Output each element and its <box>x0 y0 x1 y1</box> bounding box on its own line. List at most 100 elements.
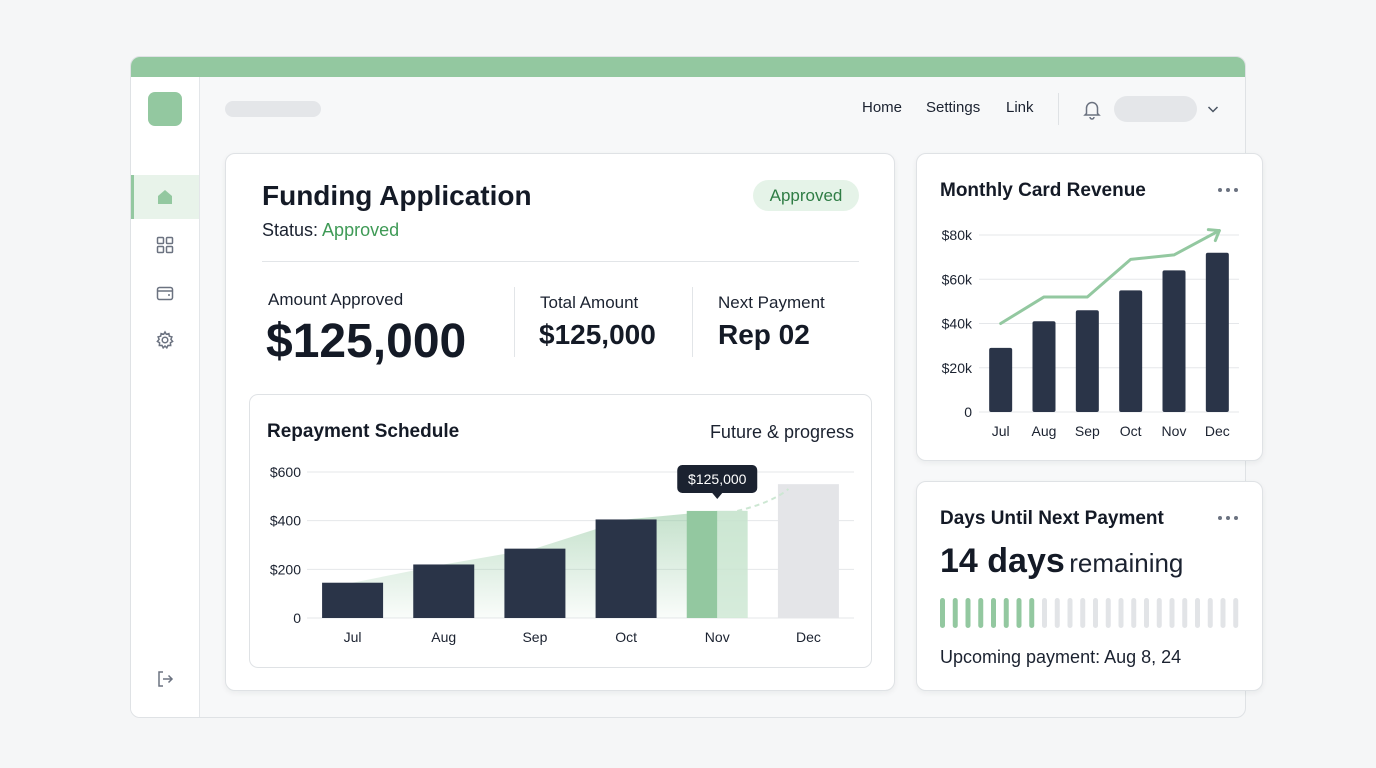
trend-line <box>999 229 1221 325</box>
next-payment-label: Next Payment <box>718 293 825 312</box>
days-count: 14 days <box>940 542 1065 580</box>
bar <box>717 510 748 618</box>
status-line: Status: Approved <box>262 220 399 241</box>
monthly-revenue-card: 0 $20k $40k $60k $80k Jul Aug Sep Oct Nov Dec Mont… <box>916 153 1263 461</box>
tooltip-box <box>677 465 758 493</box>
progress-tick <box>1182 598 1188 628</box>
tooltip-arrow <box>712 493 723 499</box>
header-divider <box>1058 93 1059 125</box>
progress-tick <box>1118 598 1124 628</box>
progress-tick <box>1220 598 1226 628</box>
repayment-subtitle: Future & progress <box>709 422 854 442</box>
progress-tick <box>965 598 971 628</box>
sidebar-item-home[interactable] <box>131 175 199 219</box>
gear-icon <box>156 330 174 350</box>
progress-tick <box>1144 598 1149 628</box>
x-tick-label: Aug <box>1032 423 1057 439</box>
sidebar-item-logout[interactable] <box>131 657 199 701</box>
progress-tick <box>1195 598 1200 628</box>
stat-divider <box>514 287 515 357</box>
x-tick-label: Aug <box>431 629 456 645</box>
progress-tick <box>1131 598 1137 628</box>
stat-divider <box>692 287 693 357</box>
y-tick-label: 0 <box>293 610 301 626</box>
repayment-schedule-panel: 0 $200 $400 $600 Jul Aug Sep Oct Nov Dec $125,000 … <box>249 394 872 668</box>
bar <box>1162 270 1186 412</box>
revenue-title: Monthly Card Revenue <box>940 180 1146 201</box>
bar <box>322 582 384 618</box>
x-tick-label: Sep <box>522 629 547 645</box>
repayment-chart: 0 $200 $400 $600 Jul Aug Sep Oct Nov Dec $125,000 <box>270 464 854 645</box>
funding-application-card: Funding Application Status: Approved App… <box>225 153 895 691</box>
bar <box>595 519 657 618</box>
y-tick-label: $600 <box>270 464 301 480</box>
progress-tick <box>952 598 958 628</box>
y-tick-label: $400 <box>270 513 301 529</box>
total-amount-label: Total Amount <box>540 293 639 312</box>
chevron-down-icon[interactable] <box>1206 102 1220 116</box>
total-amount-value: $125,000 <box>539 319 656 350</box>
progress-tick <box>1233 598 1239 628</box>
nav-link-settings[interactable]: Settings <box>926 99 981 116</box>
x-tick-label: Nov <box>705 629 730 645</box>
repayment-title: Repayment Schedule <box>267 421 460 442</box>
progress-tick <box>978 598 984 628</box>
y-tick-label: $200 <box>270 561 301 577</box>
x-tick-label: Jul <box>992 423 1010 439</box>
x-tick-label: Dec <box>1205 423 1230 439</box>
next-payment-value: Rep 02 <box>718 319 810 350</box>
sidebar-item-wallet[interactable] <box>131 271 199 315</box>
status-label: Status: <box>262 220 319 240</box>
y-tick-label: $60k <box>942 271 973 287</box>
upcoming-payment: Upcoming payment: Aug 8, 24 <box>940 647 1182 667</box>
sidebar <box>131 77 200 717</box>
progress-tick <box>1156 598 1162 628</box>
progress-tick <box>1067 598 1073 628</box>
x-tick-label: Jul <box>344 629 362 645</box>
progress-tick <box>1042 598 1047 628</box>
y-tick-label: $80k <box>942 227 973 243</box>
bell-icon[interactable] <box>1081 98 1103 120</box>
bar <box>504 548 566 618</box>
nav-link-home[interactable]: Home <box>862 99 903 116</box>
sidebar-item-grid[interactable] <box>131 223 199 267</box>
amount-approved-label: Amount Approved <box>268 290 404 309</box>
x-tick-label: Sep <box>1075 423 1100 439</box>
progress-tick <box>991 598 996 628</box>
bar <box>413 564 475 618</box>
nav-link-link[interactable]: Link <box>1006 99 1034 116</box>
revenue-chart: 0 $20k $40k $60k $80k Jul Aug Sep Oct Nov Dec <box>942 227 1239 439</box>
status-badge: Approved <box>753 180 859 211</box>
progress-tick <box>1207 598 1213 628</box>
user-menu-placeholder[interactable] <box>1114 96 1197 122</box>
sidebar-item-settings[interactable] <box>131 318 199 362</box>
app-logo[interactable] <box>148 92 182 126</box>
x-tick-label: Oct <box>1120 423 1142 439</box>
progress-tick <box>1003 598 1009 628</box>
y-tick-label: 0 <box>964 404 972 420</box>
bar <box>1032 321 1056 412</box>
progress-tick <box>1029 598 1035 628</box>
days-progress-bar <box>940 598 1239 628</box>
page-title: Funding Application <box>262 180 532 211</box>
breadcrumb-placeholder <box>225 101 321 117</box>
progress-tick <box>940 598 945 628</box>
bar <box>1075 310 1099 412</box>
home-icon <box>158 190 172 204</box>
trend-arrowhead <box>1206 228 1221 243</box>
window-top-bar <box>131 57 1245 77</box>
days-title: Days Until Next Payment <box>940 508 1164 529</box>
x-tick-label: Oct <box>615 629 637 645</box>
progress-tick <box>1054 598 1060 628</box>
logout-icon <box>158 671 174 687</box>
more-options-icon[interactable] <box>1218 516 1238 520</box>
more-options-icon[interactable] <box>1218 188 1238 192</box>
projection-line <box>737 488 790 512</box>
progress-tick <box>1169 598 1175 628</box>
days-remaining: 14 days remaining <box>940 542 1183 581</box>
days-until-payment-card: Days Until Next Payment 14 days remainin… <box>916 481 1263 691</box>
progress-tick <box>1105 598 1111 628</box>
y-tick-label: $40k <box>942 316 973 332</box>
bar <box>1119 290 1143 412</box>
wallet-icon <box>156 286 174 301</box>
